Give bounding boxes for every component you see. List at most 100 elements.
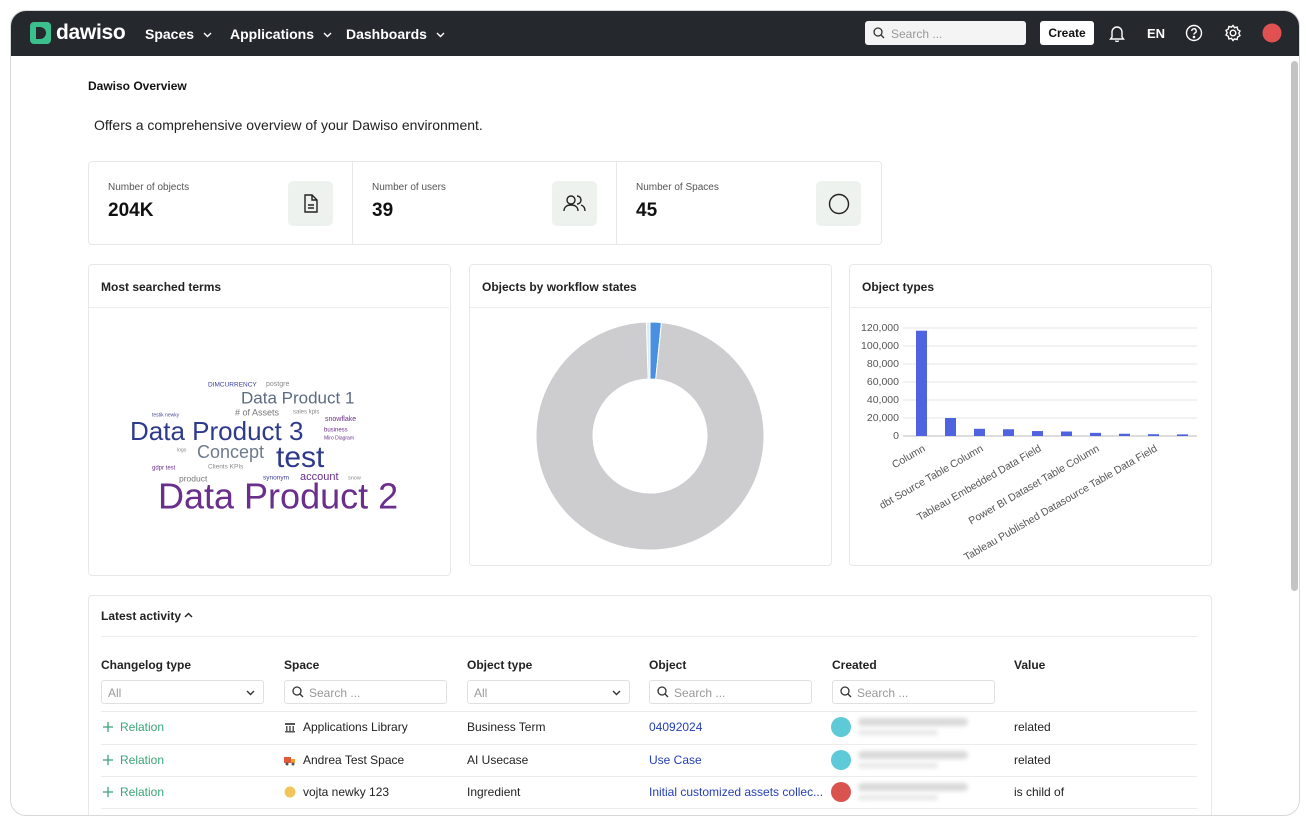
column-header: Value	[1014, 658, 1045, 672]
chevron-icon	[435, 29, 446, 40]
cloud-word: postgre	[266, 381, 289, 388]
row-divider	[101, 776, 1197, 777]
object-type: AI Usecase	[467, 753, 528, 767]
space-icon	[284, 721, 296, 733]
card-title: Most searched terms	[101, 280, 221, 294]
cloud-word: test	[276, 441, 325, 474]
stat-value: 39	[372, 200, 393, 222]
object-link[interactable]: 04092024	[649, 720, 702, 734]
y-tick-label: 20,000	[867, 412, 899, 424]
nav-menu[interactable]: Applications	[230, 26, 314, 42]
filter-placeholder: All	[474, 686, 487, 700]
space-icon	[284, 786, 296, 798]
card-title: Object types	[862, 280, 934, 294]
stat-label: Number of Spaces	[636, 182, 719, 193]
blurred-date	[858, 763, 938, 768]
bar[interactable]	[1148, 434, 1159, 436]
object-type: Ingredient	[467, 785, 520, 799]
y-tick-label: 0	[893, 430, 899, 442]
stat-value: 45	[636, 200, 657, 222]
object-type: Business Term	[467, 720, 545, 734]
creator-avatar	[831, 750, 851, 770]
bar[interactable]	[916, 331, 927, 436]
add-icon	[102, 786, 114, 798]
bar[interactable]	[1032, 431, 1043, 436]
relation-value: related	[1014, 753, 1051, 767]
bar[interactable]	[1061, 432, 1072, 437]
column-header: Space	[284, 658, 319, 672]
column-header: Created	[832, 658, 877, 672]
card-title: Objects by workflow states	[482, 280, 637, 294]
cloud-word: business	[324, 428, 348, 434]
search-placeholder: Search ...	[891, 27, 942, 41]
search-icon	[873, 27, 885, 39]
search-icon	[657, 686, 669, 698]
create-button[interactable]: Create	[1040, 21, 1094, 45]
stat-label: Number of users	[372, 182, 446, 193]
bar[interactable]	[1090, 433, 1101, 436]
bar[interactable]	[1119, 434, 1130, 436]
blurred-creator	[858, 783, 968, 791]
cloud-word: Concept	[197, 442, 264, 462]
search-box[interactable]	[865, 21, 1026, 45]
app-window: DIMCURRENCYpostgreData Product 1testik n…	[10, 10, 1300, 816]
blurred-creator	[858, 718, 968, 726]
app: DIMCURRENCYpostgreData Product 1testik n…	[10, 10, 1300, 816]
brand-name: dawiso	[56, 21, 125, 45]
cloud-word: Miro Diagram	[324, 435, 354, 441]
chevron-icon	[245, 687, 256, 698]
cloud-word: Clients KPIs	[208, 464, 244, 471]
column-filter[interactable]	[101, 680, 264, 704]
relation-value: is child of	[1014, 785, 1064, 799]
space-name[interactable]: vojta newky 123	[303, 785, 389, 799]
search-icon	[292, 686, 304, 698]
blurred-date	[858, 795, 938, 800]
row-divider	[101, 711, 1197, 712]
chevron-icon	[322, 29, 333, 40]
x-tick-label: Column	[890, 443, 927, 472]
creator-avatar	[831, 717, 851, 737]
blurred-date	[858, 730, 938, 735]
chevron-icon	[611, 687, 622, 698]
filter-placeholder: All	[108, 686, 121, 700]
stat-label: Number of objects	[108, 182, 189, 193]
y-tick-label: 80,000	[867, 358, 899, 370]
relation-value: related	[1014, 720, 1051, 734]
object-link[interactable]: Initial customized assets collec...	[649, 785, 823, 799]
filter-placeholder: Search ...	[674, 686, 725, 700]
cloud-word: gdpr test	[152, 466, 176, 472]
chevron-icon	[202, 29, 213, 40]
object-link[interactable]: Use Case	[649, 753, 702, 767]
y-tick-label: 40,000	[867, 394, 899, 406]
add-icon	[102, 721, 114, 733]
search-icon	[840, 686, 852, 698]
row-divider	[101, 808, 1197, 809]
bar[interactable]	[1177, 434, 1188, 436]
cloud-word: Data Product 1	[241, 388, 354, 407]
bar[interactable]	[974, 429, 985, 436]
creator-avatar	[831, 782, 851, 802]
column-header: Object type	[467, 658, 532, 672]
bar[interactable]	[945, 418, 956, 436]
changelog-type: Relation	[120, 720, 164, 734]
changelog-type: Relation	[120, 785, 164, 799]
space-name[interactable]: Applications Library	[303, 720, 408, 734]
language-switch[interactable]: EN	[1147, 26, 1165, 41]
section-title[interactable]: Latest activity	[101, 609, 181, 623]
x-tick-label: dbt Source Table Column	[877, 443, 985, 512]
space-name[interactable]: Andrea Test Space	[303, 753, 404, 767]
space-icon	[284, 754, 296, 766]
filter-placeholder: Search ...	[309, 686, 360, 700]
changelog-type: Relation	[120, 753, 164, 767]
blurred-creator	[858, 751, 968, 759]
bar[interactable]	[1003, 429, 1014, 436]
filter-placeholder: Search ...	[857, 686, 908, 700]
row-divider	[101, 744, 1197, 745]
column-header: Object	[649, 658, 686, 672]
column-filter[interactable]	[467, 680, 630, 704]
stat-value: 204K	[108, 200, 153, 222]
nav-menu[interactable]: Spaces	[145, 26, 194, 42]
page-title: Dawiso Overview	[88, 79, 187, 93]
y-tick-label: 120,000	[861, 322, 899, 334]
nav-menu[interactable]: Dashboards	[346, 26, 427, 42]
